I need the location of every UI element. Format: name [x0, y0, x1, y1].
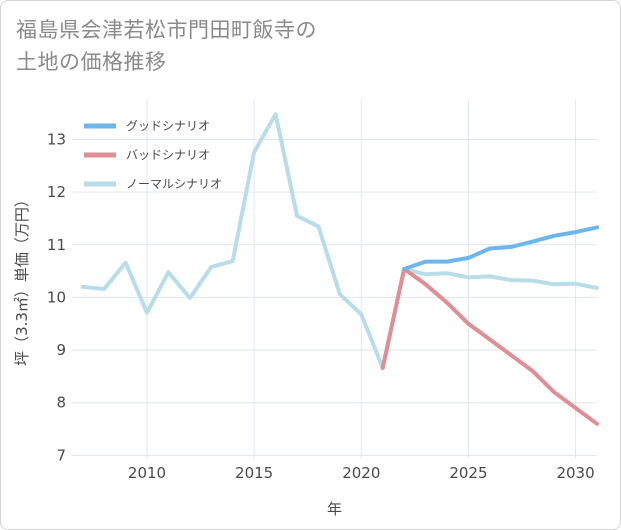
- y-tick-labels: 7 8 9 10 11 12 13: [47, 130, 66, 464]
- series-line-1: [380, 267, 599, 426]
- chart-title-line2: 土地の価格推移: [16, 50, 167, 74]
- series-line-0: [402, 225, 599, 271]
- series-line-2: [80, 112, 599, 370]
- legend-label: ノーマルシナリオ: [126, 177, 222, 191]
- x-tick-label: 2025: [449, 464, 487, 482]
- x-tick-label: 2015: [235, 464, 273, 482]
- x-tick-label: 2010: [128, 464, 166, 482]
- y-tick-label: 11: [47, 236, 66, 254]
- y-tick-label: 12: [47, 183, 66, 201]
- legend-label: バッドシナリオ: [126, 148, 210, 162]
- y-axis-label: 坪（3.3㎡）単価（万円）: [13, 192, 31, 366]
- y-tick-label: 10: [47, 288, 66, 306]
- chart-title-line1: 福島県会津若松市門田町飯寺の: [16, 18, 317, 42]
- x-tick-label: 2020: [342, 464, 380, 482]
- series-layer: [80, 112, 599, 426]
- y-tick-label: 8: [56, 394, 66, 412]
- x-axis-label: 年: [327, 500, 342, 518]
- y-tick-label: 9: [56, 341, 66, 359]
- chart-title: 福島県会津若松市門田町飯寺の 土地の価格推移: [16, 14, 317, 78]
- y-tick-label: 13: [47, 130, 66, 148]
- x-tick-label: 2030: [556, 464, 594, 482]
- x-tick-labels: 2010 2015 2020 2025 2030: [128, 464, 595, 482]
- legend-label: グッドシナリオ: [126, 119, 210, 133]
- y-tick-label: 7: [56, 446, 66, 464]
